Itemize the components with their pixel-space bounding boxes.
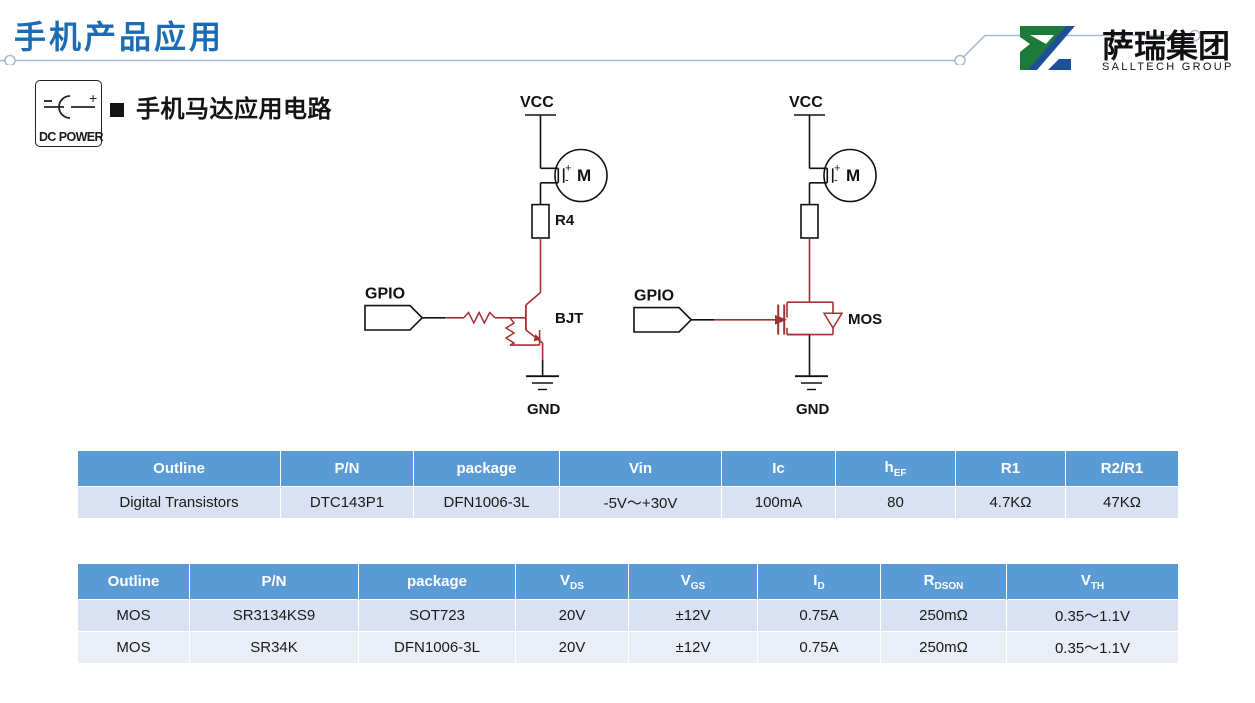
- svg-text:GPIO: GPIO: [634, 288, 674, 305]
- svg-text:萨瑞集团: 萨瑞集团: [1102, 28, 1230, 64]
- svg-text:M: M: [577, 166, 591, 185]
- svg-text:GND: GND: [796, 401, 830, 418]
- svg-text:VCC: VCC: [520, 95, 554, 111]
- svg-text:M: M: [846, 166, 860, 185]
- svg-text:GND: GND: [527, 401, 561, 418]
- svg-text:+: +: [834, 163, 840, 175]
- svg-text:-: -: [565, 175, 569, 187]
- svg-text:+: +: [565, 163, 571, 175]
- svg-text:BJT: BJT: [555, 310, 583, 327]
- svg-text:DC POWER: DC POWER: [39, 130, 103, 144]
- svg-text:VCC: VCC: [789, 95, 823, 111]
- svg-text:SALLTECH GROUP: SALLTECH GROUP: [1102, 61, 1234, 71]
- svg-text:R4: R4: [555, 212, 575, 229]
- svg-text:MOS: MOS: [848, 311, 882, 328]
- svg-text:-: -: [834, 175, 838, 187]
- svg-text:+: +: [89, 90, 97, 106]
- svg-text:GPIO: GPIO: [365, 286, 405, 303]
